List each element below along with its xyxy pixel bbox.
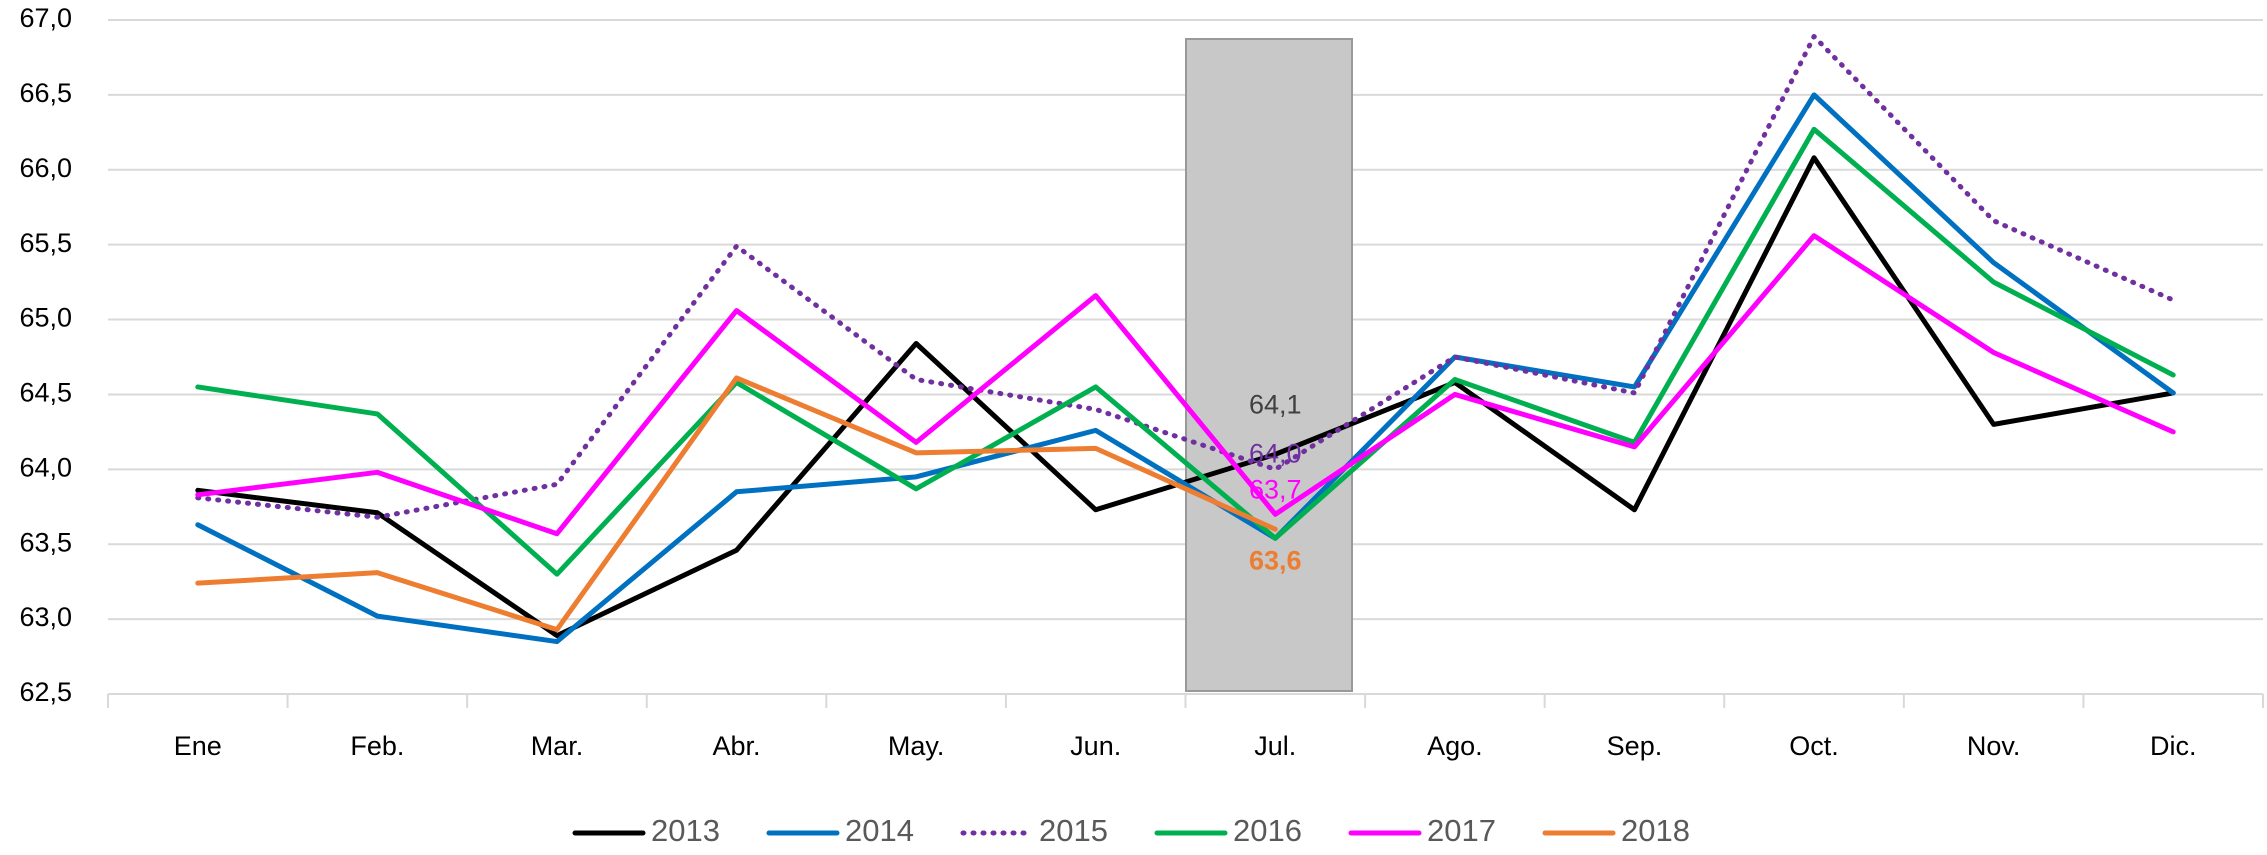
y-tick-label: 66,0 bbox=[19, 153, 72, 183]
y-tick-label: 66,5 bbox=[19, 78, 72, 108]
x-tick-label: Oct. bbox=[1789, 731, 1839, 761]
y-tick-label: 64,5 bbox=[19, 378, 72, 408]
x-tick-label: Nov. bbox=[1967, 731, 2021, 761]
x-tick-label: Jul. bbox=[1254, 731, 1296, 761]
x-tick-label: Ago. bbox=[1427, 731, 1483, 761]
legend-label: 2014 bbox=[845, 813, 914, 848]
legend-label: 2016 bbox=[1233, 813, 1302, 848]
y-tick-label: 63,5 bbox=[19, 527, 72, 557]
data-label: 63,7 bbox=[1249, 474, 1302, 504]
legend-label: 2013 bbox=[651, 813, 720, 848]
highlight-band bbox=[1185, 38, 1353, 692]
legend-label: 2015 bbox=[1039, 813, 1108, 848]
y-tick-label: 67,0 bbox=[19, 3, 72, 33]
series-line bbox=[195, 33, 2176, 520]
x-tick-label: Sep. bbox=[1607, 731, 1663, 761]
x-tick-label: Abr. bbox=[713, 731, 761, 761]
series-line bbox=[195, 126, 2176, 577]
data-label: 64,0 bbox=[1249, 438, 1302, 468]
x-tick-label: Mar. bbox=[531, 731, 584, 761]
x-tick-label: Jun. bbox=[1070, 731, 1121, 761]
y-tick-label: 62,5 bbox=[19, 677, 72, 707]
x-tick-label: Feb. bbox=[350, 731, 404, 761]
legend-label: 2017 bbox=[1427, 813, 1496, 848]
y-tick-label: 65,0 bbox=[19, 303, 72, 333]
data-label: 63,6 bbox=[1249, 545, 1302, 575]
legend-label: 2018 bbox=[1621, 813, 1690, 848]
series-line bbox=[195, 233, 2176, 537]
x-tick-label: Ene bbox=[174, 731, 222, 761]
y-tick-label: 63,0 bbox=[19, 602, 72, 632]
data-label: 64,1 bbox=[1249, 389, 1302, 419]
series-line bbox=[195, 375, 1278, 633]
y-tick-label: 64,0 bbox=[19, 452, 72, 482]
x-tick-label: May. bbox=[888, 731, 945, 761]
x-tick-label: Dic. bbox=[2150, 731, 2197, 761]
y-tick-label: 65,5 bbox=[19, 228, 72, 258]
series-line bbox=[195, 92, 2176, 645]
